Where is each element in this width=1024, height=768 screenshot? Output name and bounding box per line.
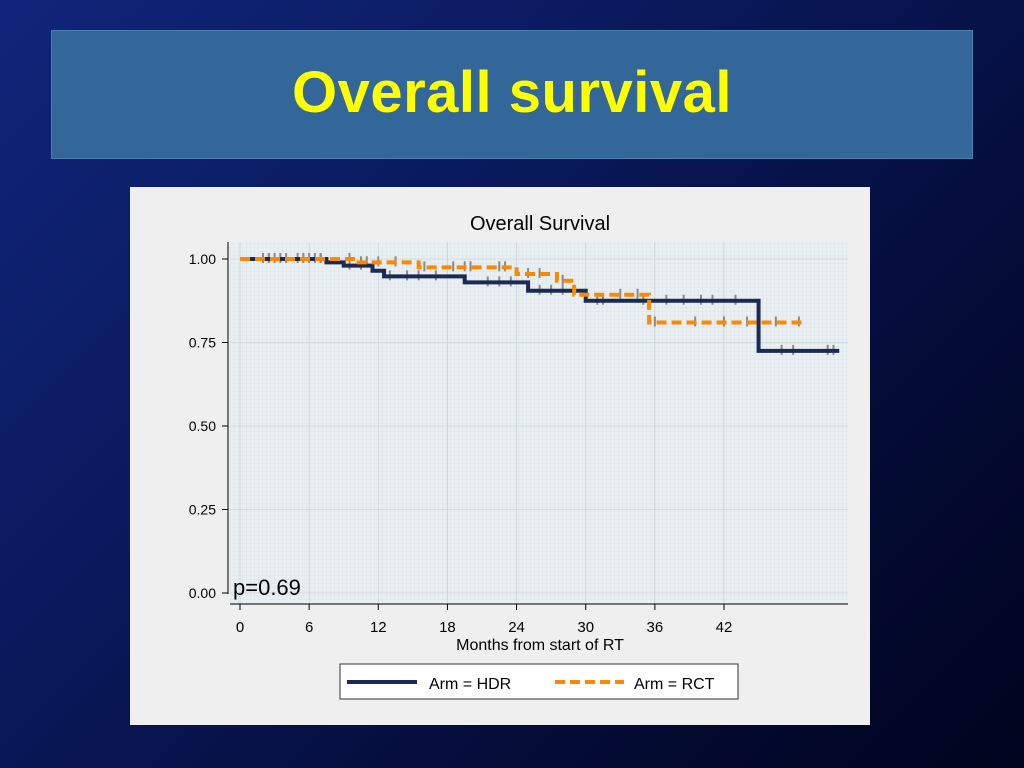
legend-rct-label: Arm = RCT xyxy=(634,676,715,693)
slide-title: Overall survival xyxy=(291,60,733,125)
y-tick-label: 0.00 xyxy=(189,585,216,601)
survival-chart: Overall Survival 0.00 0.25 0.50 0.75 1.00 0 6… xyxy=(189,213,848,700)
x-tick-label: 36 xyxy=(647,619,664,636)
x-tick-label: 18 xyxy=(439,619,456,636)
x-tick-label: 30 xyxy=(577,619,594,636)
y-tick-label: 0.75 xyxy=(189,335,216,351)
p-value-annotation: p=0.69 xyxy=(233,575,301,600)
y-ticks: 0.00 0.25 0.50 0.75 1.00 xyxy=(189,251,228,601)
series-lines xyxy=(240,257,840,353)
legend: Arm = HDR Arm = RCT xyxy=(339,663,739,700)
x-tick-label: 42 xyxy=(716,619,733,636)
chart-title: Overall Survival xyxy=(470,213,610,235)
plot-area xyxy=(230,242,848,604)
x-tick-label: 24 xyxy=(508,619,525,636)
title-banner: Overall survival xyxy=(51,30,973,159)
x-ticks: 0 6 12 18 24 30 36 42 xyxy=(236,604,733,636)
legend-hdr-label: Arm = HDR xyxy=(429,676,511,693)
series-rct-line xyxy=(240,257,805,325)
y-tick-label: 0.25 xyxy=(189,502,216,518)
x-tick-label: 6 xyxy=(305,619,313,636)
x-tick-label: 0 xyxy=(236,619,244,636)
x-tick-label: 12 xyxy=(370,619,387,636)
x-axis-label: Months from start of RT xyxy=(456,637,624,654)
y-tick-label: 0.50 xyxy=(189,418,216,434)
series-hdr-line xyxy=(240,257,840,353)
y-tick-label: 1.00 xyxy=(189,251,216,267)
chart-panel: Overall Survival 0.00 0.25 0.50 0.75 1.00 0 6… xyxy=(130,187,870,725)
